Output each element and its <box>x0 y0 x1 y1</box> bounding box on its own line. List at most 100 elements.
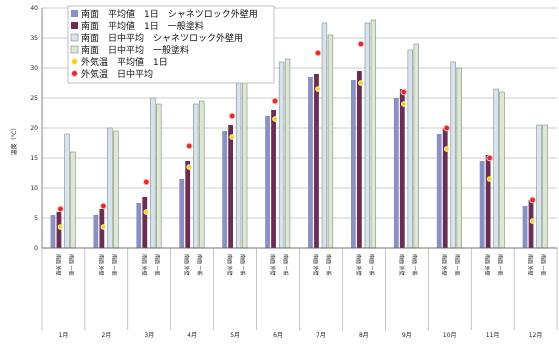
bar <box>456 67 462 249</box>
x-sub-label: 南面 外壁 <box>226 254 233 276</box>
bar <box>50 215 56 248</box>
bar <box>308 77 313 248</box>
bar <box>442 128 448 248</box>
data-point <box>57 205 64 213</box>
y-tick-label: 15 <box>30 155 38 162</box>
bar <box>156 103 162 249</box>
bar <box>542 124 548 249</box>
legend-label: 南面 日中平均 シャネツロック外壁用 <box>81 32 243 44</box>
y-axis: 0 5 10 15 20 25 30 35 40 <box>30 5 43 252</box>
data-point <box>272 116 278 122</box>
bar <box>235 67 242 249</box>
y-tick-label: 10 <box>30 185 38 192</box>
x-sub-label: 南面 一般 <box>110 254 117 276</box>
bar <box>93 215 99 248</box>
data-point <box>229 134 235 140</box>
data-point <box>443 124 451 132</box>
bar <box>278 61 285 249</box>
bar <box>364 22 371 249</box>
data-point <box>185 142 193 150</box>
data-point <box>314 49 322 57</box>
data-point <box>358 80 364 86</box>
x-sub-label: 南面 一般 <box>282 254 289 276</box>
bar <box>228 125 234 248</box>
x-sub-label: 南面 一般 <box>239 254 246 276</box>
x-sub-label: 南面 一般 <box>540 254 547 276</box>
x-sub-label: 南面 一般 <box>196 254 203 276</box>
data-point <box>486 154 493 162</box>
legend-swatch <box>71 10 78 17</box>
legend-marker <box>71 58 78 65</box>
legend-label: 外気温 平均値 1日 <box>81 56 168 68</box>
bar <box>327 34 334 249</box>
x-sub-label: 南面 一般 <box>67 254 74 276</box>
y-tick-label: 35 <box>30 35 38 42</box>
bars <box>50 19 548 249</box>
legend: 南面 平均値 1日 シャネツロック外壁用 南面 平均値 1日 一般塗料 南面 日… <box>67 5 275 84</box>
x-tick-label: 8月 <box>359 332 369 339</box>
bar <box>185 161 191 248</box>
bar <box>485 155 491 248</box>
bar <box>64 133 70 249</box>
y-tick-label: 20 <box>30 125 38 132</box>
x-sub-label: 南面 一般 <box>411 254 418 276</box>
bar <box>407 49 413 249</box>
data-point <box>400 88 408 96</box>
bar <box>113 130 119 249</box>
data-point <box>529 196 536 204</box>
data-point <box>400 101 407 107</box>
data-point <box>100 202 107 210</box>
legend-item: 南面 日中平均 一般塗料 <box>70 44 189 56</box>
legend-item: 外気温 平均値 1日 <box>71 56 168 68</box>
x-tick-label: 12月 <box>529 332 543 339</box>
bar <box>522 206 528 248</box>
bar <box>142 197 148 248</box>
legend-label: 南面 平均値 1日 一般塗料 <box>81 20 204 32</box>
y-tick-label: 0 <box>34 245 38 252</box>
bar <box>265 116 270 248</box>
legend-swatch <box>71 22 78 29</box>
y-tick-label: 5 <box>34 215 38 222</box>
x-sub-label: 南面 外壁 <box>484 254 491 276</box>
bar <box>436 134 442 248</box>
x-tick-label: 5月 <box>230 332 240 339</box>
legend-marker <box>71 70 78 77</box>
data-point <box>315 86 321 92</box>
legend-label: 外気温 日中平均 <box>81 68 153 80</box>
bar <box>314 74 319 248</box>
x-sub-label: 南面 一般 <box>325 254 332 276</box>
x-tick-label: 10月 <box>443 332 457 339</box>
bar <box>350 80 356 248</box>
markers <box>57 40 536 230</box>
x-sub-label: 南面 外壁 <box>54 254 61 276</box>
x-sub-label: 南面 一般 <box>454 254 461 276</box>
x-sub-label: 南面 外壁 <box>398 254 405 276</box>
data-point <box>529 218 536 224</box>
data-point <box>186 164 193 170</box>
x-sub-label: 南面 外壁 <box>355 254 362 276</box>
data-point <box>271 97 279 105</box>
bar <box>321 22 328 249</box>
y-axis-label: 温度（℃） <box>10 125 18 156</box>
x-sub-label: 南面 一般 <box>368 254 375 276</box>
y-tick-label: 40 <box>30 5 38 12</box>
legend-swatch <box>70 45 79 54</box>
bar <box>493 88 499 249</box>
legend-swatch <box>70 33 79 42</box>
x-sub-label: 南面 外壁 <box>140 254 147 276</box>
bar <box>56 212 62 248</box>
data-point <box>142 178 150 186</box>
bar <box>70 151 76 249</box>
x-sub-label: 南面 外壁 <box>97 254 104 276</box>
data-point <box>228 112 236 120</box>
x-tick-label: 9月 <box>402 332 412 339</box>
data-point <box>57 224 64 230</box>
x-tick-label: 4月 <box>187 332 197 339</box>
legend-label: 南面 日中平均 一般塗料 <box>81 44 189 56</box>
bar <box>193 103 199 249</box>
x-sub-label: 南面 一般 <box>153 254 160 276</box>
bar <box>222 131 228 248</box>
bar <box>136 203 142 248</box>
